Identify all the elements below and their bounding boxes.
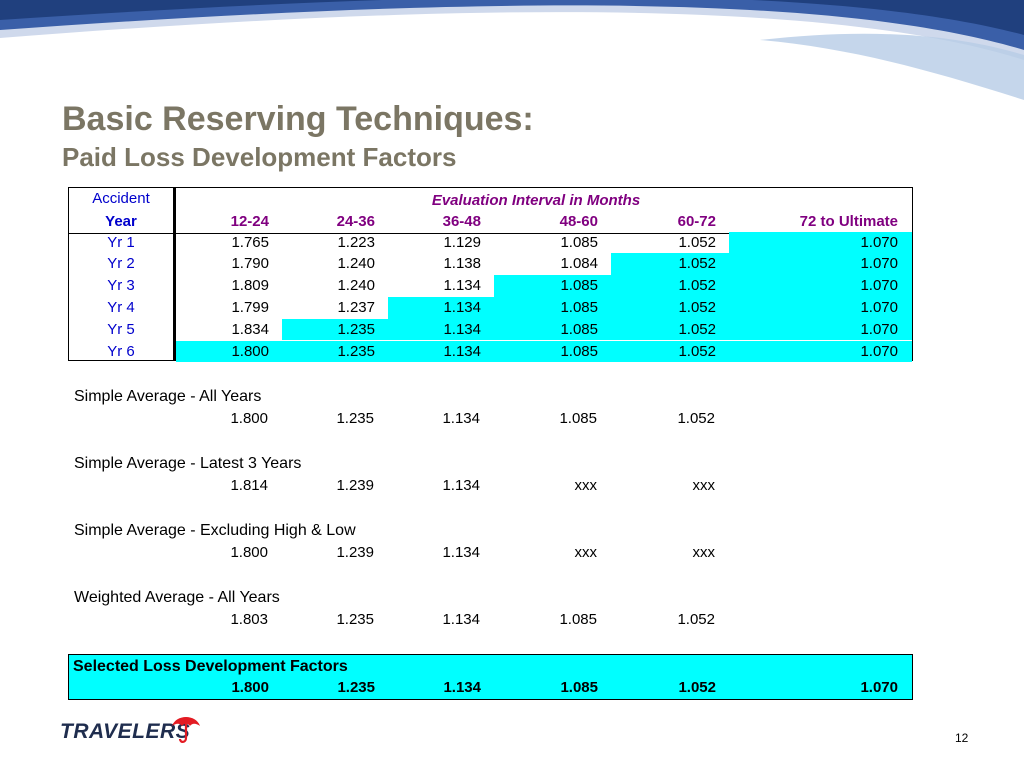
header-divider [69, 233, 912, 234]
factor-cell: 1.799 [231, 298, 269, 316]
average-value: xxx [574, 544, 598, 561]
umbrella-icon [172, 717, 200, 743]
column-header: 12-24 [230, 213, 269, 230]
factor-cell: 1.134 [443, 342, 481, 360]
factor-cell: 1.052 [678, 298, 716, 316]
year-label: Yr 5 [107, 320, 135, 338]
highlight-band [493, 275, 912, 297]
column-header: 72 to Ultimate [799, 213, 898, 230]
factor-cell: 1.235 [337, 320, 375, 338]
factor-cell: 1.800 [231, 342, 269, 360]
logo-text: TRAVELERS [60, 720, 191, 743]
factor-cell: 1.070 [860, 277, 898, 295]
average-value: 1.803 [230, 611, 268, 628]
factor-cell: 1.809 [231, 277, 269, 295]
factor-cell: 1.240 [337, 255, 375, 273]
column-header: 24-36 [336, 213, 375, 230]
average-value: 1.239 [336, 477, 374, 494]
factor-cell: 1.134 [443, 320, 481, 338]
average-value: 1.235 [336, 611, 374, 628]
selected-factor: 1.800 [231, 679, 269, 696]
factor-cell: 1.085 [560, 342, 598, 360]
page-number: 12 [955, 731, 969, 745]
factor-cell: 1.084 [560, 255, 598, 273]
average-value: 1.085 [559, 611, 597, 628]
factor-cell: 1.765 [231, 233, 269, 251]
factor-cell: 1.052 [678, 233, 716, 251]
interval-header: Evaluation Interval in Months [431, 192, 641, 209]
column-header: 36-48 [442, 213, 481, 230]
slide-title: Basic Reserving Techniques: [62, 100, 534, 138]
factor-cell: 1.223 [337, 233, 375, 251]
average-value: 1.134 [442, 611, 480, 628]
year-column-divider [173, 188, 176, 360]
average-value: 1.085 [559, 410, 597, 427]
factor-cell: 1.834 [231, 320, 269, 338]
factor-cell: 1.138 [443, 255, 481, 273]
factor-cell: 1.235 [337, 342, 375, 360]
average-value: 1.052 [677, 410, 715, 427]
average-label: Weighted Average - All Years [74, 589, 280, 606]
selected-factor: 1.085 [560, 679, 598, 696]
factor-cell: 1.129 [443, 233, 481, 251]
factor-cell: 1.052 [678, 342, 716, 360]
column-header: 48-60 [559, 213, 598, 230]
highlight-band [610, 253, 912, 276]
average-label: Simple Average - Excluding High & Low [74, 522, 356, 539]
factor-cell: 1.085 [560, 277, 598, 295]
factor-cell: 1.070 [860, 342, 898, 360]
factor-cell: 1.085 [560, 320, 598, 338]
average-value: 1.814 [230, 477, 268, 494]
average-label: Simple Average - All Years [74, 388, 262, 405]
average-value: xxx [692, 544, 716, 561]
factor-cell: 1.085 [560, 298, 598, 316]
average-value: 1.052 [677, 611, 715, 628]
selected-factors-label: Selected Loss Development Factors [73, 658, 348, 675]
highlight-band [281, 318, 912, 341]
factor-cell: 1.240 [337, 277, 375, 295]
average-value: 1.800 [230, 544, 268, 561]
selected-factor: 1.052 [678, 679, 716, 696]
travelers-logo: TRAVELERS [60, 712, 200, 752]
factor-cell: 1.070 [860, 320, 898, 338]
average-value: 1.134 [442, 544, 480, 561]
development-factor-table: Accident Year Evaluation Interval in Mon… [68, 187, 913, 363]
average-value: 1.134 [442, 477, 480, 494]
factor-cell: 1.134 [443, 277, 481, 295]
year-label: Yr 6 [107, 342, 135, 360]
factor-cell: 1.052 [678, 255, 716, 273]
accident-header: Accident [92, 190, 150, 207]
factor-cell: 1.070 [860, 233, 898, 251]
factor-cell: 1.070 [860, 255, 898, 273]
selected-factor: 1.070 [860, 679, 898, 696]
column-header: 60-72 [677, 213, 716, 230]
highlight-band [175, 340, 912, 363]
year-label: Yr 3 [107, 277, 135, 295]
slide-subtitle: Paid Loss Development Factors [62, 142, 457, 172]
average-value: 1.239 [336, 544, 374, 561]
factor-cell: 1.052 [678, 320, 716, 338]
year-header: Year [105, 213, 137, 230]
average-value: 1.235 [336, 410, 374, 427]
year-label: Yr 1 [107, 233, 135, 251]
average-label: Simple Average - Latest 3 Years [74, 455, 302, 472]
selected-factor: 1.235 [337, 679, 375, 696]
average-value: 1.800 [230, 410, 268, 427]
average-value: xxx [692, 477, 716, 494]
highlight-band [387, 296, 912, 319]
year-label: Yr 4 [107, 298, 135, 316]
selected-factor: 1.134 [443, 679, 481, 696]
factor-cell: 1.237 [337, 298, 375, 316]
year-label: Yr 2 [107, 255, 135, 273]
header-swoosh-decoration [0, 0, 1024, 100]
factor-cell: 1.134 [443, 298, 481, 316]
selected-factors-box: Selected Loss Development Factors 1.800 1… [68, 654, 913, 700]
factor-cell: 1.070 [860, 298, 898, 316]
average-value: 1.134 [442, 410, 480, 427]
highlight-band [728, 231, 912, 254]
factor-cell: 1.085 [560, 233, 598, 251]
factor-cell: 1.790 [231, 255, 269, 273]
factor-cell: 1.052 [678, 277, 716, 295]
average-value: xxx [574, 477, 598, 494]
